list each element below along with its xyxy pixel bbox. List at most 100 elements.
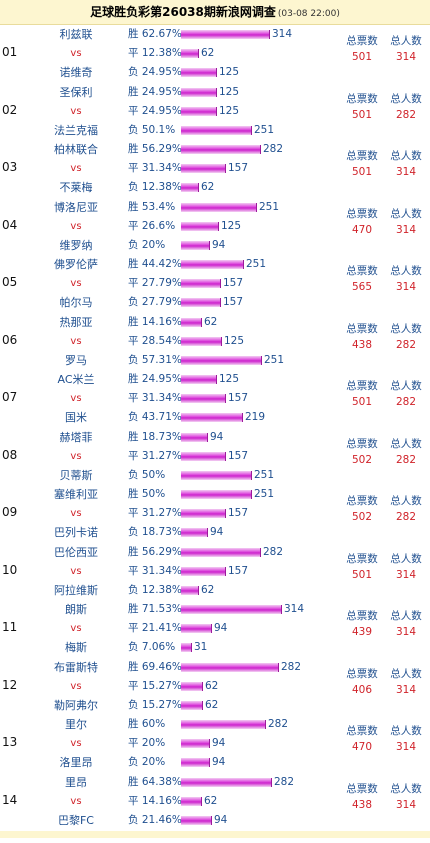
vote-bar: [181, 490, 252, 499]
team-name-link[interactable]: 巴列卡诺: [54, 526, 98, 539]
vs-label: vs: [70, 335, 82, 347]
team-name-link[interactable]: 利兹联: [59, 28, 93, 41]
total-votes-value: 501: [351, 568, 373, 581]
team-name-link[interactable]: 巴黎FC: [57, 813, 94, 827]
team-name-link[interactable]: 洛里昂: [59, 756, 93, 769]
option-row: 不莱梅 负 12.38% 62: [0, 178, 330, 197]
team-name-link[interactable]: 热那亚: [59, 315, 93, 329]
vs-label: vs: [70, 48, 82, 59]
survey-title: 足球胜负彩第26038期新浪网调查: [90, 5, 276, 19]
vote-count: 157: [228, 162, 249, 174]
survey-date: (03-08 22:00): [277, 9, 340, 19]
option-row: 博洛尼亚 胜 53.4% 251: [0, 198, 330, 217]
team-name-link[interactable]: 贝蒂斯: [59, 468, 93, 482]
option-percentage: 平 31.34%: [128, 162, 182, 174]
option-row: 赫塔菲 胜 18.73% 94: [0, 428, 330, 447]
option-percentage: 平 24.95%: [128, 104, 182, 117]
vote-bar: [181, 240, 210, 250]
total-people-value: 282: [395, 338, 417, 351]
vote-count: 251: [254, 488, 275, 500]
option-row: 巴黎FC 负 21.46% 94: [0, 811, 330, 830]
option-percentage: 平 27.79%: [128, 277, 182, 289]
vote-count: 157: [228, 449, 249, 462]
option-row: 热那亚 胜 14.16% 62: [0, 313, 330, 332]
vs-label: vs: [70, 738, 82, 749]
option-percentage: 平 12.38%: [128, 47, 182, 59]
team-name-link[interactable]: 塞维利亚: [54, 488, 98, 501]
option-row: vs 平 12.38% 62: [0, 44, 330, 63]
team-name-link[interactable]: 诺维奇: [59, 66, 93, 79]
team-name-link[interactable]: 帕尔马: [59, 296, 93, 309]
vote-bar: [181, 585, 199, 595]
option-row: 巴列卡诺 负 18.73% 94: [0, 523, 330, 542]
vs-label: vs: [70, 623, 82, 634]
team-name-link[interactable]: 博洛尼亚: [54, 200, 98, 214]
vote-bar: [181, 125, 252, 135]
total-people-label: 总人数: [390, 782, 422, 795]
vs-label: vs: [70, 163, 82, 174]
vote-bar: [181, 164, 226, 173]
total-votes-value: 501: [351, 396, 373, 408]
vote-count: 62: [201, 583, 215, 596]
team-name-link[interactable]: 不莱梅: [59, 181, 93, 194]
total-votes-label: 总票数: [346, 207, 378, 220]
option-row: vs 平 31.34% 157: [0, 562, 330, 581]
vote-bar: [181, 336, 222, 346]
team-name-link[interactable]: AC米兰: [57, 373, 95, 386]
vote-count: 125: [219, 66, 240, 78]
vote-bar: [181, 375, 217, 384]
team-name-link[interactable]: 梅斯: [65, 641, 87, 654]
team-name-link[interactable]: 赫塔菲: [59, 430, 93, 444]
vote-count: 314: [284, 603, 305, 615]
team-name-link[interactable]: 阿拉维斯: [54, 583, 98, 597]
option-percentage: 胜 56.29%: [128, 143, 182, 155]
team-name-link[interactable]: 维罗纳: [59, 238, 93, 252]
vote-bar: [181, 221, 219, 231]
total-people-label: 总人数: [390, 92, 422, 105]
vote-bar: [181, 643, 192, 652]
vote-bar: [181, 681, 203, 691]
option-row: 诺维奇 负 24.95% 125: [0, 63, 330, 82]
team-name-link[interactable]: 巴伦西亚: [54, 545, 98, 559]
vote-bar: [181, 202, 257, 212]
total-people-value: 314: [395, 568, 417, 581]
team-name-link[interactable]: 国米: [65, 411, 87, 424]
vote-bar: [181, 183, 199, 192]
total-votes-value: 501: [351, 166, 373, 178]
match-number: 08: [2, 447, 18, 462]
team-name-link[interactable]: 佛罗伦萨: [54, 258, 98, 271]
total-people-value: 314: [395, 683, 417, 696]
vote-count: 125: [221, 219, 242, 232]
team-name-link[interactable]: 里尔: [65, 718, 87, 731]
option-percentage: 负 7.06%: [128, 641, 176, 653]
vote-count: 251: [264, 353, 285, 366]
team-name-link[interactable]: 法兰克福: [54, 123, 98, 137]
total-people-label: 总人数: [390, 495, 422, 507]
vote-bar: [181, 279, 221, 288]
match-block: 09 塞维利亚 胜 50% 251 vs 平 31.27% 157 巴列卡诺 负 18.73% 9…: [0, 485, 430, 543]
match-block: 04 博洛尼亚 胜 53.4% 251 vs 平 26.6% 125 维罗纳 负 20% 94 总票…: [0, 198, 430, 256]
team-name-link[interactable]: 勒阿弗尔: [54, 698, 98, 712]
team-name-link[interactable]: 朗斯: [65, 603, 87, 616]
option-percentage: 胜 24.95%: [128, 85, 182, 98]
team-name-link[interactable]: 里昂: [65, 775, 87, 789]
vote-count: 62: [205, 679, 219, 692]
option-percentage: 胜 60%: [128, 718, 166, 730]
match-block: 14 里昂 胜 64.38% 282 vs 平 14.16% 62 巴黎FC 负 21.46% 9…: [0, 773, 430, 831]
option-percentage: 负 20%: [128, 238, 166, 251]
option-row: vs 平 21.41% 94: [0, 619, 330, 638]
option-percentage: 胜 64.38%: [128, 775, 182, 788]
team-name-link[interactable]: 布雷斯特: [54, 660, 98, 674]
option-row: 维罗纳 负 20% 94: [0, 236, 330, 255]
vote-bar: [181, 815, 212, 825]
team-name-link[interactable]: 罗马: [65, 353, 87, 367]
option-row: vs 平 27.79% 157: [0, 274, 330, 293]
option-percentage: 平 14.16%: [128, 794, 182, 807]
option-row: 梅斯 负 7.06% 31: [0, 638, 330, 657]
team-name-link[interactable]: 圣保利: [59, 85, 93, 99]
vote-count: 282: [274, 775, 295, 788]
vote-count: 125: [224, 334, 245, 347]
vs-label: vs: [70, 278, 82, 289]
team-name-link[interactable]: 柏林联合: [54, 143, 98, 156]
option-percentage: 负 21.46%: [128, 813, 182, 826]
